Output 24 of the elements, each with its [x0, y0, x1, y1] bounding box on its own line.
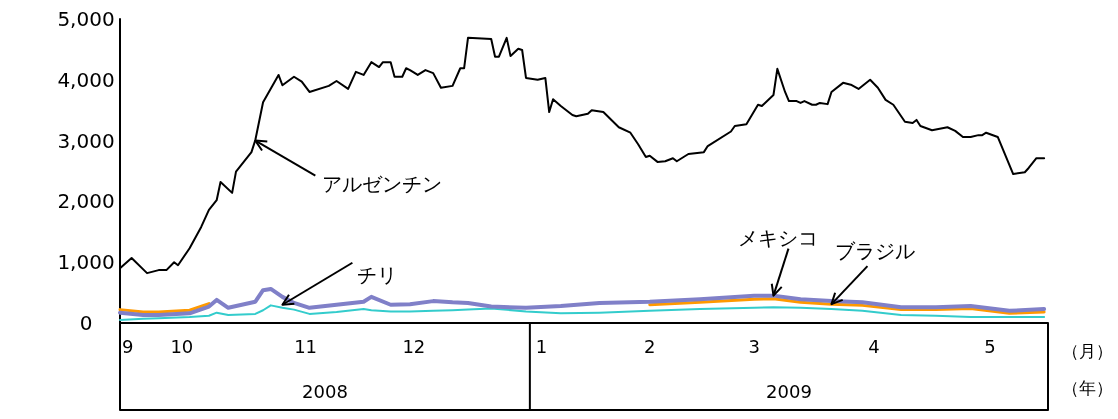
annotation: アルゼンチン [322, 172, 443, 197]
y-tick-label: 5,000 [57, 7, 115, 31]
x-tick-label: 12 [402, 335, 426, 357]
x2-tick-label: 2009 [766, 380, 812, 402]
x-tick-label: 4 [868, 335, 880, 357]
x2-tick-label: 2008 [302, 380, 348, 402]
y-tick-label: 4,000 [57, 67, 115, 92]
y-tick-label: 1,000 [57, 250, 115, 275]
y-tick-label: 2,000 [57, 189, 115, 214]
annotation: ブラジル [835, 238, 916, 263]
annotation: チリ [357, 263, 398, 288]
line-series [118, 286, 1047, 318]
x-tick-label: 10 [170, 335, 194, 357]
x-tick-label: 11 [294, 335, 318, 357]
y-tick-label: 0 [79, 311, 93, 335]
x-axis-title: （月） [1062, 341, 1113, 361]
x-tick-label: 3 [748, 335, 760, 357]
y-tick-label: 3,000 [57, 128, 115, 153]
x-tick-label: 2 [644, 335, 656, 357]
x-tick-label: 5 [984, 335, 996, 357]
x-tick-label: 1 [535, 335, 548, 357]
x-tick-label: 9 [122, 335, 134, 357]
x2-axis-title: （年） [1062, 378, 1113, 398]
annotation: メキシコ [738, 226, 819, 251]
